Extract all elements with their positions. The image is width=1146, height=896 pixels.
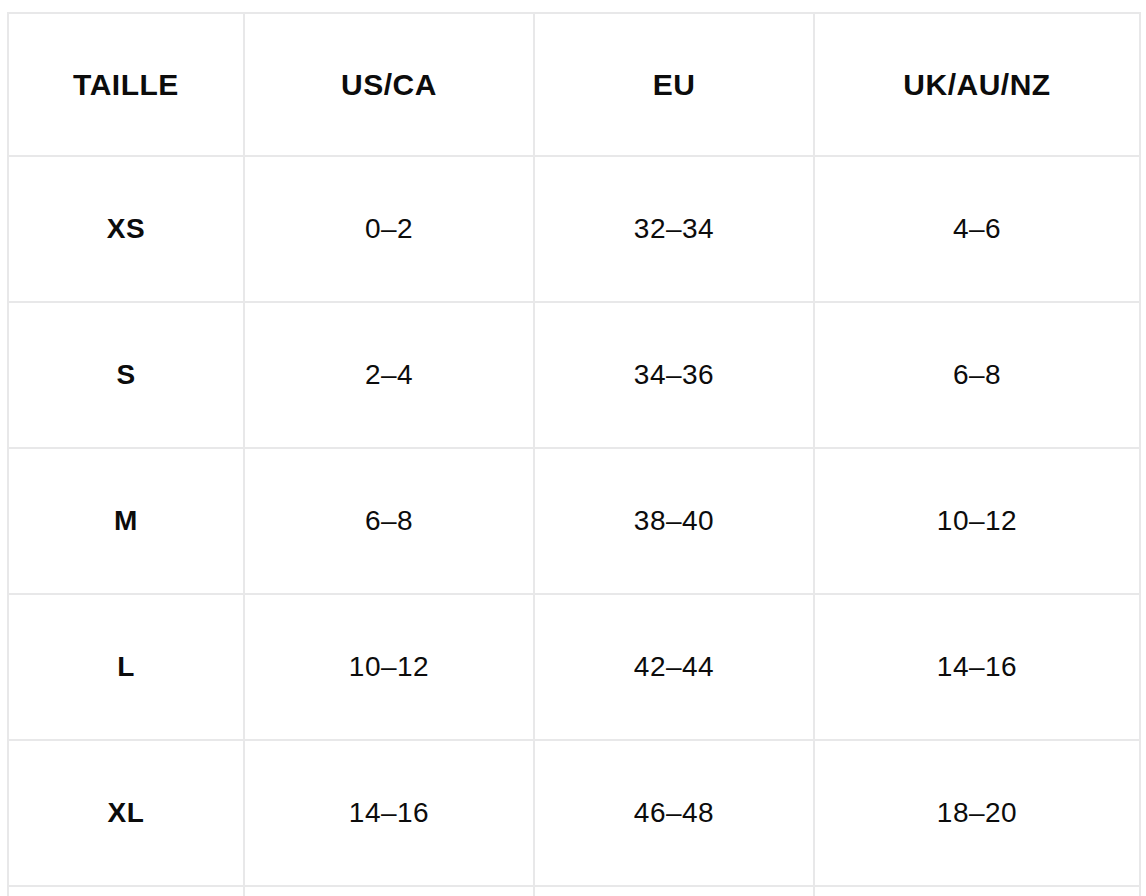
uk-au-nz-value-cell: 6–8 (814, 302, 1140, 448)
us-ca-value-cell: 14–16 (244, 740, 534, 886)
uk-au-nz-value-cell (814, 886, 1140, 896)
size-label-cell: M (8, 448, 244, 594)
uk-au-nz-value-cell: 18–20 (814, 740, 1140, 886)
size-label-cell: L (8, 594, 244, 740)
header-cell-uk-au-nz: UK/AU/NZ (814, 13, 1140, 156)
uk-au-nz-value-cell: 14–16 (814, 594, 1140, 740)
us-ca-value-cell (244, 886, 534, 896)
eu-value-cell (534, 886, 814, 896)
eu-value-cell: 32–34 (534, 156, 814, 302)
eu-value-cell: 42–44 (534, 594, 814, 740)
uk-au-nz-value-cell: 10–12 (814, 448, 1140, 594)
table-row-partial (8, 886, 1140, 896)
us-ca-value-cell: 6–8 (244, 448, 534, 594)
eu-value-cell: 34–36 (534, 302, 814, 448)
table-row-xl: XL 14–16 46–48 18–20 (8, 740, 1140, 886)
eu-value-cell: 46–48 (534, 740, 814, 886)
table-row-xs: XS 0–2 32–34 4–6 (8, 156, 1140, 302)
size-chart-page: TAILLE US/CA EU UK/AU/NZ XS 0–2 32–34 4–… (0, 0, 1146, 896)
size-label-cell: XS (8, 156, 244, 302)
table-row-s: S 2–4 34–36 6–8 (8, 302, 1140, 448)
uk-au-nz-value-cell: 4–6 (814, 156, 1140, 302)
size-label-cell: XL (8, 740, 244, 886)
eu-value-cell: 38–40 (534, 448, 814, 594)
us-ca-value-cell: 0–2 (244, 156, 534, 302)
size-conversion-table: TAILLE US/CA EU UK/AU/NZ XS 0–2 32–34 4–… (7, 12, 1141, 896)
header-cell-eu: EU (534, 13, 814, 156)
size-label-cell: S (8, 302, 244, 448)
size-label-cell (8, 886, 244, 896)
table-row-m: M 6–8 38–40 10–12 (8, 448, 1140, 594)
us-ca-value-cell: 10–12 (244, 594, 534, 740)
us-ca-value-cell: 2–4 (244, 302, 534, 448)
header-cell-us-ca: US/CA (244, 13, 534, 156)
header-cell-taille: TAILLE (8, 13, 244, 156)
table-row-l: L 10–12 42–44 14–16 (8, 594, 1140, 740)
table-header-row: TAILLE US/CA EU UK/AU/NZ (8, 13, 1140, 156)
